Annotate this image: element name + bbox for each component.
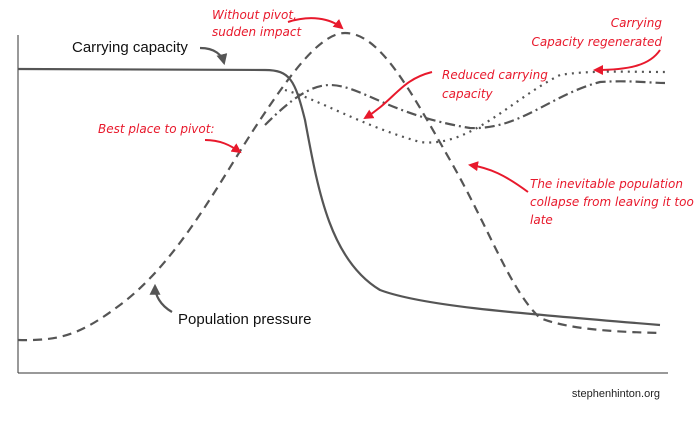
annotation: Capacity regenerated (531, 35, 662, 49)
arrow (363, 71, 433, 120)
annotation: Without pivot, (212, 8, 297, 22)
annotation: Carrying (611, 16, 663, 30)
arrow (287, 17, 344, 30)
source: stephenhinton.org (572, 388, 660, 400)
arrow (149, 283, 173, 313)
arrow (204, 139, 242, 154)
annotation: Reduced carrying (442, 68, 548, 82)
annotation: collapse from leaving it too (530, 195, 694, 209)
label: Population pressure (178, 311, 311, 328)
annotation: capacity (442, 87, 494, 101)
annotation: late (530, 213, 553, 227)
population-pressure-curve (17, 31, 661, 342)
carrying-capacity-curve (17, 67, 661, 327)
arrow (593, 49, 661, 75)
annotation: sudden impact (212, 25, 302, 39)
annotation: The inevitable population (530, 177, 683, 191)
pivot-curve (264, 80, 666, 130)
annotation: Best place to pivot: (98, 122, 215, 136)
arrow (468, 161, 529, 193)
reduced-capacity-curve (284, 70, 666, 144)
label: Carrying capacity (72, 39, 188, 56)
arrow (199, 46, 228, 66)
